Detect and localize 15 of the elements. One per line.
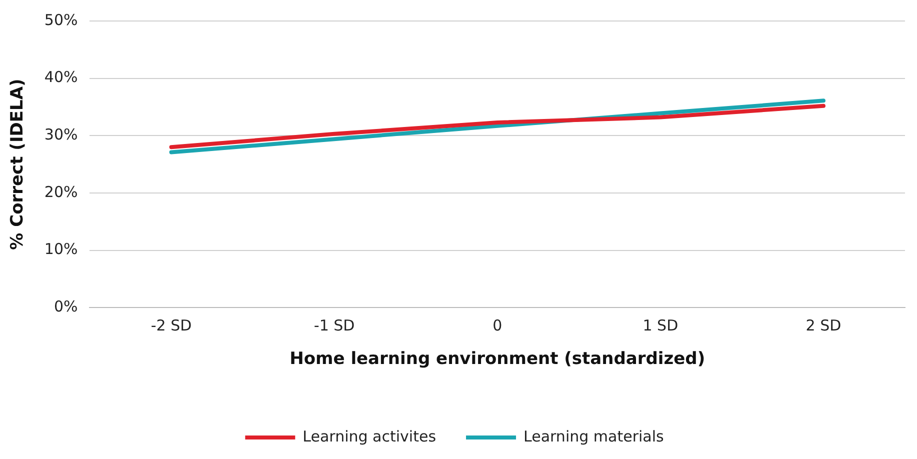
y-tick-label: 20% bbox=[44, 182, 78, 201]
y-tick-label: 0% bbox=[54, 297, 78, 316]
x-tick-label: 2 SD bbox=[806, 316, 842, 334]
legend-label: Learning activites bbox=[302, 427, 436, 446]
x-tick-label: 0 bbox=[492, 316, 502, 334]
legend-label: Learning materials bbox=[524, 427, 664, 446]
y-axis-title: % Correct (IDELA) bbox=[8, 78, 28, 250]
x-axis-title: Home learning environment (standardized) bbox=[290, 349, 706, 370]
y-tick-label: 10% bbox=[44, 240, 78, 258]
y-tick-label: 30% bbox=[44, 126, 78, 144]
y-tick-label: 50% bbox=[44, 10, 78, 29]
x-tick-label: -2 SD bbox=[150, 316, 192, 334]
x-tick-label: -1 SD bbox=[314, 316, 355, 334]
y-tick-label: 40% bbox=[44, 68, 78, 86]
x-tick-label: 1 SD bbox=[642, 316, 678, 334]
